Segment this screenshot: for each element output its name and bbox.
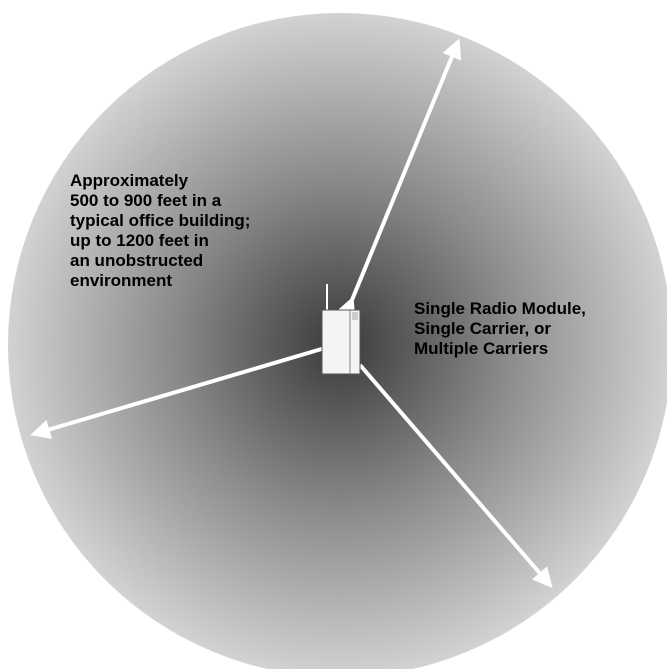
diagram: Approximately500 to 900 feet in atypical… (0, 0, 667, 669)
label-line: up to 1200 feet in (70, 231, 209, 250)
page: Approximately500 to 900 feet in atypical… (0, 0, 667, 669)
label-line: an unobstructed (70, 251, 203, 270)
label-line: typical office building; (70, 211, 250, 230)
label-line: environment (70, 271, 172, 290)
label-line: Multiple Carriers (414, 339, 548, 358)
label-line: Single Carrier, or (414, 319, 551, 338)
label-line: Approximately (70, 171, 189, 190)
label-line: 500 to 900 feet in a (70, 191, 222, 210)
label-line: Single Radio Module, (414, 299, 586, 318)
